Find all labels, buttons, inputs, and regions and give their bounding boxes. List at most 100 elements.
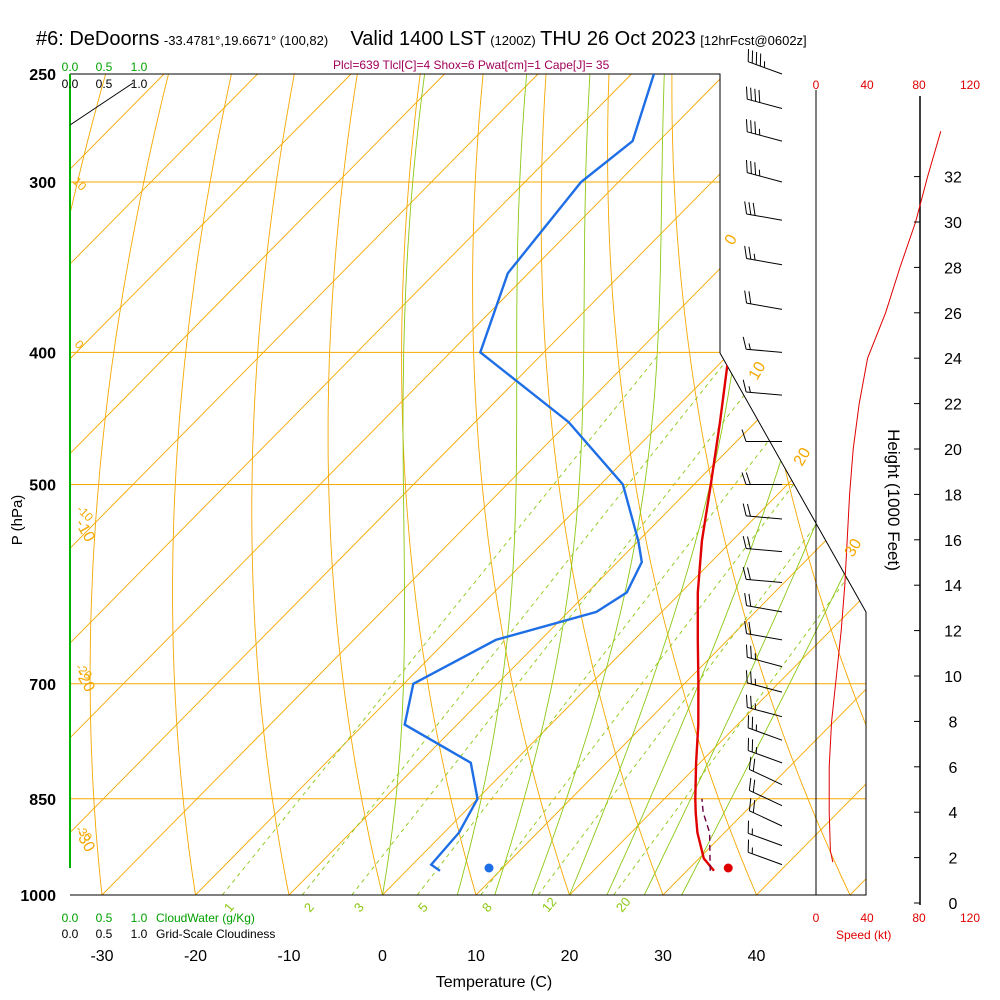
mixing-ratio-label: 5 <box>415 900 431 915</box>
dry-adiabat-line <box>172 74 232 895</box>
moist-adiabat-line <box>531 74 665 895</box>
dry-adiabat-label: 30 <box>842 536 866 560</box>
wind-barb-feather <box>747 567 751 580</box>
cloudiness-label: Grid-Scale Cloudiness <box>156 927 275 941</box>
valid-date: THU 26 Oct 2023 <box>540 28 696 50</box>
height-tick-label: 12 <box>944 624 962 641</box>
wind-barb-feather <box>744 621 748 634</box>
wind-barb-feather <box>750 645 752 659</box>
height-tick-label: 32 <box>944 170 962 187</box>
wind-barb-feather <box>748 246 752 260</box>
mixing-ratio-label: 2 <box>301 900 317 915</box>
plot-border <box>70 73 867 896</box>
speed-axis-label: Speed (kt) <box>836 928 891 942</box>
wind-barb-feather <box>747 536 751 549</box>
cloudiness-tick-bottom: 1.0 <box>131 927 148 941</box>
speed-profile-line <box>828 131 942 863</box>
wind-barb-feather <box>742 336 747 350</box>
wind-barb-staff <box>746 302 783 310</box>
cloudiness-tick-bottom: 0.5 <box>96 927 113 941</box>
moist-adiabat-line <box>456 74 528 895</box>
wind-barb-feather <box>754 162 757 175</box>
wind-barb-staff <box>746 213 783 221</box>
wind-barb-feather <box>748 621 752 635</box>
height-tick-label: 0 <box>949 896 958 913</box>
wind-barb-feather <box>748 798 752 811</box>
dry-adiabat-line <box>671 74 851 895</box>
dry-adiabat-line <box>251 74 295 895</box>
temperature-tick-label: 10 <box>467 948 485 965</box>
speed-tick-label-top: 120 <box>960 78 980 92</box>
wind-barb-half-feather <box>753 253 756 261</box>
pressure-tick-label: 1000 <box>20 888 56 905</box>
wind-barb-feather <box>744 245 748 259</box>
height-tick-label: 20 <box>944 442 962 459</box>
temperature-line <box>694 74 787 872</box>
wind-barb-feather <box>750 87 752 101</box>
dry-adiabat-label: 20 <box>791 445 815 469</box>
wind-barb-feather <box>742 536 747 549</box>
height-tick-label: 22 <box>944 397 962 414</box>
mixing-ratio-label: 20 <box>613 894 634 915</box>
wind-barb-staff <box>748 61 783 75</box>
wind-barb-feather <box>745 160 748 173</box>
temperature-tick-label: -30 <box>90 948 113 965</box>
isotherm-line <box>849 74 866 895</box>
wind-barb-staff <box>747 656 783 668</box>
wind-barb-staff <box>747 98 783 109</box>
wind-barb-staff <box>748 727 783 741</box>
dry-adiabat-line <box>607 74 757 895</box>
moist-adiabat-line <box>643 74 866 895</box>
wind-barb-feather <box>752 202 756 216</box>
height-tick-label: 30 <box>944 215 962 232</box>
mixing-ratio-line <box>301 352 734 895</box>
mixing-ratio-line <box>537 352 866 895</box>
wind-barb-half-feather <box>748 386 751 393</box>
wind-barb-feather <box>750 120 752 133</box>
mixing-ratio-line <box>416 352 838 895</box>
wind-barb-feather <box>750 671 752 684</box>
height-axis-label: Height (1000 Feet) <box>884 429 903 571</box>
wind-barb-feather <box>752 779 756 793</box>
wind-barb-staff <box>746 578 783 584</box>
height-tick-label: 4 <box>949 805 958 822</box>
wind-barb-feather <box>745 119 748 132</box>
wind-barb-feather <box>745 644 748 658</box>
cloudwater-tick-bottom: 0.5 <box>96 911 113 925</box>
forecast-info: [12hrFcst@0602z] <box>700 33 807 48</box>
wind-barb-feather <box>750 695 752 709</box>
wind-barb-staff <box>747 706 783 718</box>
dry-adiabat-label: 10 <box>746 359 770 383</box>
isotherm-line <box>70 74 445 895</box>
station-coords: -33.4781°,19.6671° (100,82) <box>163 33 329 48</box>
isotherm-line <box>475 74 866 895</box>
height-tick-label: 28 <box>944 260 962 277</box>
isotherm-line <box>70 74 352 895</box>
wind-barb-feather <box>741 429 747 442</box>
dry-adiabat-line <box>472 74 570 895</box>
cloudiness-tick-top: 0.0 <box>62 77 79 91</box>
wind-barb-staff <box>746 547 783 553</box>
wind-barb-staff <box>749 810 783 827</box>
moist-adiabat-line <box>494 74 591 895</box>
wind-barb-feather <box>747 503 751 517</box>
cloudwater-tick-bottom: 0.0 <box>62 911 79 925</box>
wind-barb-feather <box>745 694 748 708</box>
wind-barb-feather <box>745 86 748 100</box>
station-name: #6: DeDoorns <box>36 28 160 50</box>
cloudiness-tick-bottom: 0.0 <box>62 927 79 941</box>
cloudwater-tick-bottom: 1.0 <box>131 911 148 925</box>
cloudwater-tick-top: 0.0 <box>62 60 79 74</box>
wind-barb-staff <box>747 682 783 693</box>
cloudiness-tick-top: 1.0 <box>131 77 148 91</box>
surface-dewpoint-dot <box>484 863 494 873</box>
temperature-tick-label: 20 <box>561 948 579 965</box>
height-tick-label: 6 <box>949 760 958 777</box>
wind-barb-feather <box>752 799 756 813</box>
zulu-time: (1200Z) <box>490 33 536 48</box>
speed-tick-label-top: 80 <box>912 78 926 92</box>
y-axis-label: P (hPa) <box>9 495 26 546</box>
wind-barb-feather <box>744 201 748 215</box>
